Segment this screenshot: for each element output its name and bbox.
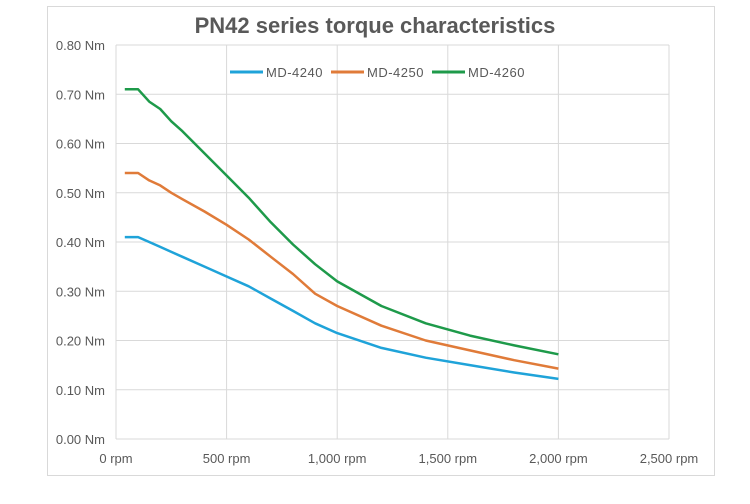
y-tick-label: 0.40 Nm	[56, 235, 105, 250]
x-tick-label: 0 rpm	[99, 451, 132, 466]
y-tick-label: 0.30 Nm	[56, 284, 105, 299]
x-tick-label: 1,500 rpm	[419, 451, 478, 466]
y-tick-label: 0.50 Nm	[56, 186, 105, 201]
x-tick-label: 500 rpm	[203, 451, 251, 466]
legend-label: MD-4260	[468, 65, 525, 80]
x-tick-label: 2,000 rpm	[529, 451, 588, 466]
x-tick-label: 2,500 rpm	[640, 451, 699, 466]
y-tick-label: 0.80 Nm	[56, 38, 105, 53]
legend-label: MD-4240	[266, 65, 323, 80]
series-line-md-4240	[124, 235, 559, 381]
y-tick-label: 0.60 Nm	[56, 137, 105, 152]
x-tick-label: 1,000 rpm	[308, 451, 367, 466]
y-tick-label: 0.20 Nm	[56, 334, 105, 349]
y-tick-label: 0.10 Nm	[56, 383, 105, 398]
series-line-md-4250	[124, 171, 559, 370]
chart-title: PN42 series torque characteristics	[194, 13, 556, 38]
chart-frame	[47, 6, 715, 476]
y-tick-label: 0.70 Nm	[56, 87, 105, 102]
series-line-md-4260	[124, 88, 559, 356]
y-tick-label: 0.00 Nm	[56, 432, 105, 447]
legend-label: MD-4250	[367, 65, 424, 80]
